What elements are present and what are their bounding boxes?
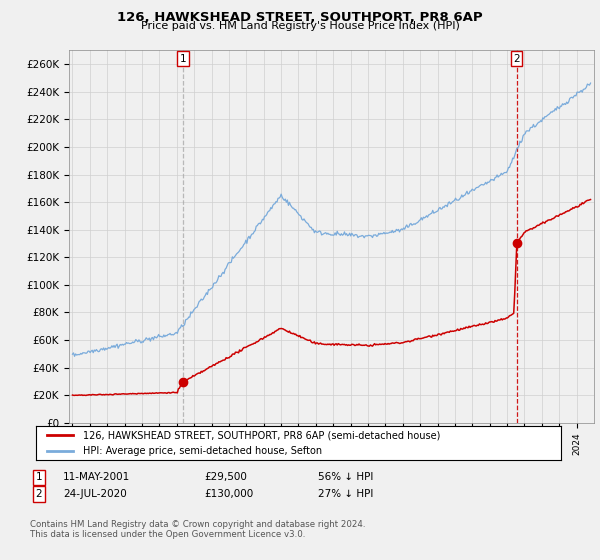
Text: 1: 1 xyxy=(180,54,187,64)
Text: £29,500: £29,500 xyxy=(204,472,247,482)
Text: 56% ↓ HPI: 56% ↓ HPI xyxy=(318,472,373,482)
Text: 2: 2 xyxy=(35,489,43,499)
Text: 126, HAWKSHEAD STREET, SOUTHPORT, PR8 6AP: 126, HAWKSHEAD STREET, SOUTHPORT, PR8 6A… xyxy=(117,11,483,24)
Text: 1: 1 xyxy=(35,472,43,482)
Text: 126, HAWKSHEAD STREET, SOUTHPORT, PR8 6AP (semi-detached house): 126, HAWKSHEAD STREET, SOUTHPORT, PR8 6A… xyxy=(83,430,440,440)
Text: 27% ↓ HPI: 27% ↓ HPI xyxy=(318,489,373,499)
Text: HPI: Average price, semi-detached house, Sefton: HPI: Average price, semi-detached house,… xyxy=(83,446,322,456)
Text: Contains HM Land Registry data © Crown copyright and database right 2024.
This d: Contains HM Land Registry data © Crown c… xyxy=(30,520,365,539)
Text: 24-JUL-2020: 24-JUL-2020 xyxy=(63,489,127,499)
Text: 11-MAY-2001: 11-MAY-2001 xyxy=(63,472,130,482)
Text: Price paid vs. HM Land Registry's House Price Index (HPI): Price paid vs. HM Land Registry's House … xyxy=(140,21,460,31)
Text: 2: 2 xyxy=(514,54,520,64)
Text: £130,000: £130,000 xyxy=(204,489,253,499)
